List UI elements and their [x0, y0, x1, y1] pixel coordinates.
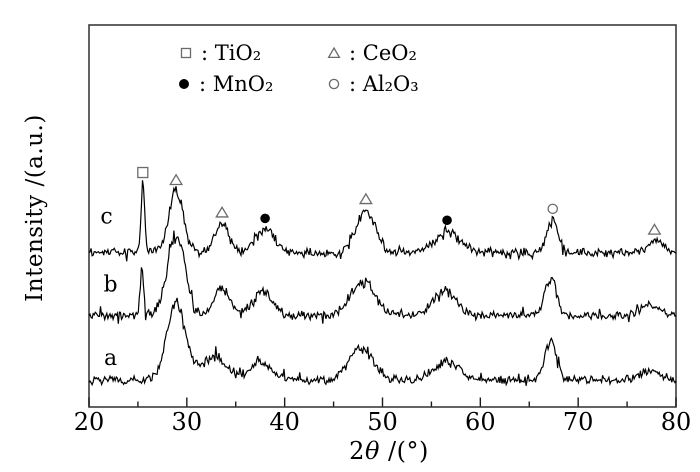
x-axis-ticks	[88, 397, 677, 407]
x-tick-label-70: 70	[562, 408, 594, 436]
circle-open-shape	[328, 78, 340, 90]
curve-label-c: c	[100, 205, 112, 230]
y-axis-label: Intensity /(a.u.)	[22, 114, 48, 302]
plot-border	[88, 24, 677, 408]
triangle-open-icon	[327, 46, 341, 59]
triangle-open-shape	[327, 46, 341, 59]
square-open-shape	[180, 47, 192, 59]
xrd-curve-a	[88, 297, 677, 387]
square-open-marker-icon	[137, 166, 149, 179]
x-tick-label-20: 20	[73, 408, 105, 436]
curve-label-a: a	[104, 346, 117, 371]
xrd-curve-c	[88, 180, 676, 262]
circle-filled-icon	[179, 79, 189, 89]
legend-item-tio2: : TiO₂	[178, 40, 261, 66]
legend-item-label: : Al₂O₃	[349, 72, 419, 96]
x-tick-label-60: 60	[465, 408, 496, 436]
legend-item-label: : TiO₂	[201, 41, 262, 65]
circle-filled-marker-icon	[260, 213, 270, 224]
legend-item-label: : CeO₂	[349, 41, 417, 65]
x-tick-label-40: 40	[269, 408, 300, 436]
x-tick-label-30: 30	[171, 408, 203, 436]
x-axis-label: 2θ /(°)	[89, 437, 689, 465]
x-axis-label-prefix: 2	[349, 437, 365, 465]
curve-label-b: b	[103, 273, 117, 298]
circle-filled-shape	[179, 79, 189, 89]
triangle-open-marker-icon	[358, 192, 373, 205]
legend-item-ceo2: : CeO₂	[326, 40, 417, 66]
legend-item-mno2: : MnO₂	[176, 71, 273, 97]
triangle-open-marker-icon	[647, 223, 662, 235]
triangle-open-marker-icon	[169, 173, 184, 186]
legend-item-label: : MnO₂	[199, 72, 274, 96]
xrd-curve-b	[88, 230, 677, 324]
curves	[88, 180, 677, 387]
x-tick-label-50: 50	[367, 408, 398, 436]
peak-markers	[137, 166, 662, 235]
x-axis-label-theta: θ	[364, 437, 380, 465]
x-tick-label-80: 80	[660, 408, 692, 436]
circle-filled-marker-icon	[442, 215, 452, 226]
square-open-icon	[180, 47, 192, 59]
triangle-open-marker-icon	[215, 205, 229, 218]
circle-open-icon	[328, 78, 340, 90]
x-axis-label-suffix: /(°)	[379, 437, 429, 465]
legend-item-al2o3: : Al₂O₃	[326, 71, 419, 97]
circle-open-marker-icon	[547, 203, 558, 215]
